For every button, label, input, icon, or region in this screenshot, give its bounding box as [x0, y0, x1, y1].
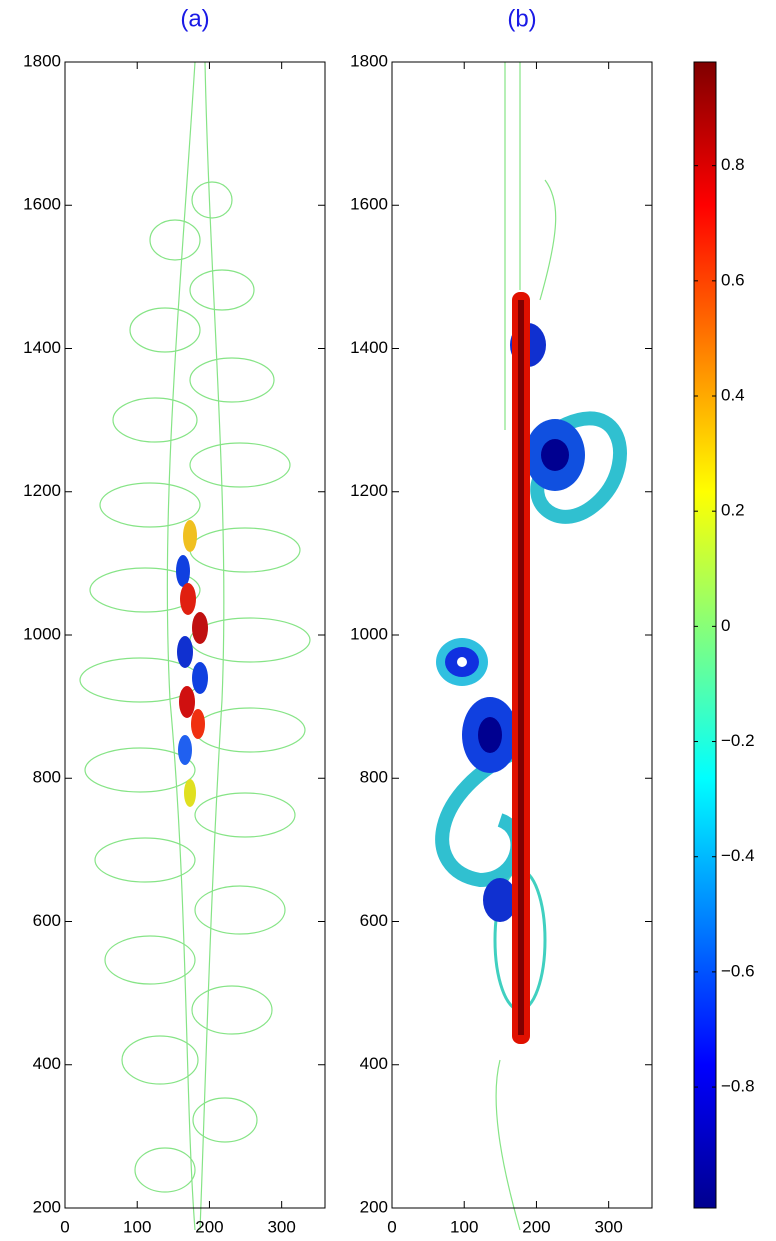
x-tick-label: 300: [594, 1217, 622, 1236]
x-tick-label: 200: [195, 1217, 223, 1236]
panel-title: (b): [507, 5, 536, 32]
x-tick-label: 100: [450, 1217, 478, 1236]
colorbar-tick-label: 0.2: [721, 501, 745, 520]
y-tick-label: 1000: [350, 624, 388, 643]
y-tick-label: 400: [33, 1054, 61, 1073]
colorbar-tick-label: 0.6: [721, 270, 745, 289]
y-tick-label: 200: [360, 1197, 388, 1216]
contour-field: [435, 62, 627, 1231]
y-tick-label: 800: [360, 768, 388, 787]
y-tick-label: 1800: [23, 51, 61, 70]
y-tick-label: 1600: [350, 195, 388, 214]
y-tick-label: 1800: [350, 51, 388, 70]
y-tick-label: 1400: [23, 338, 61, 357]
y-tick-label: 600: [33, 911, 61, 930]
colorbar-tick-label: −0.2: [721, 731, 755, 750]
colorbar-tick-label: −0.8: [721, 1077, 755, 1096]
x-tick-label: 0: [387, 1217, 396, 1236]
y-tick-label: 1600: [23, 195, 61, 214]
contour-field: [79, 61, 311, 1231]
colorbar-tick-label: 0: [721, 616, 730, 635]
colorbar-tick-label: −0.4: [721, 846, 755, 865]
y-tick-label: 1200: [23, 481, 61, 500]
x-tick-label: 100: [123, 1217, 151, 1236]
y-tick-label: 800: [33, 768, 61, 787]
y-tick-label: 1200: [350, 481, 388, 500]
y-tick-label: 1400: [350, 338, 388, 357]
colorbar-tick-label: 0.8: [721, 155, 745, 174]
y-tick-label: 1000: [23, 624, 61, 643]
x-tick-label: 0: [60, 1217, 69, 1236]
y-tick-label: 400: [360, 1054, 388, 1073]
x-tick-label: 200: [522, 1217, 550, 1236]
y-tick-label: 200: [33, 1197, 61, 1216]
colorbar-tick-label: −0.6: [721, 961, 755, 980]
x-tick-label: 300: [267, 1217, 295, 1236]
y-tick-label: 600: [360, 911, 388, 930]
panel-title: (a): [180, 5, 209, 32]
colorbar: [693, 61, 717, 1209]
colorbar-tick-label: 0.4: [721, 385, 745, 404]
